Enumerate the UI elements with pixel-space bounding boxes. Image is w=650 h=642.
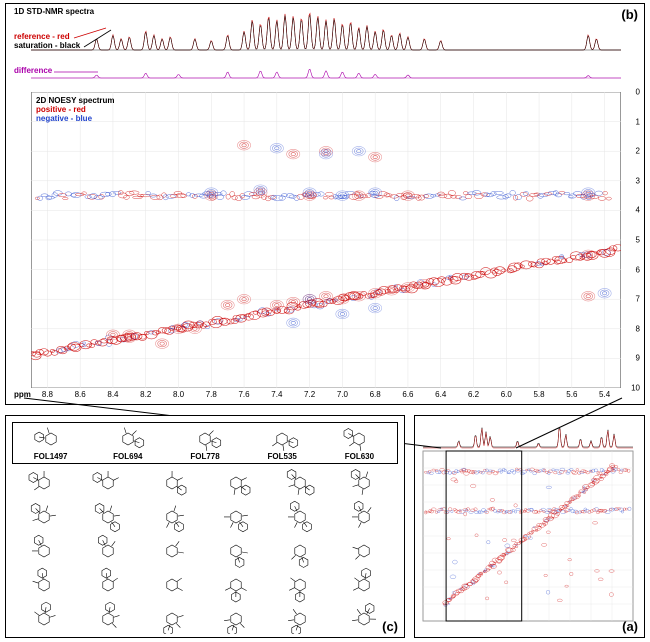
overview-spectrum [418,419,643,636]
panel-b-label: (b) [621,7,638,22]
unnamed-structures [12,466,398,634]
axis-label-ppm: ppm [14,390,31,399]
noesy-2d [31,92,621,388]
legend-pos: positive - red [36,105,86,114]
compound-label: FOL1497 [12,452,89,461]
compound-label: FOL630 [321,452,398,461]
compound-label: FOL694 [89,452,166,461]
panel-c: (c) FOL1497FOL694FOL778FOL535FOL630 [5,415,405,638]
compound-label: FOL778 [166,452,243,461]
compound-label: FOL535 [244,452,321,461]
legend-neg: negative - blue [36,114,92,123]
panel-b: (b) 1D STD-NMR spectra reference - red s… [5,3,645,405]
y-axis-ticks: 012345678910 [622,92,640,388]
title-2d: 2D NOESY spectrum [36,96,115,105]
x-axis-ticks: 8.88.68.48.28.07.87.67.47.27.06.86.66.46… [31,390,621,402]
fol-labels-row: FOL1497FOL694FOL778FOL535FOL630 [12,452,398,461]
legend-leaders [6,4,136,84]
panel-a: (a) [414,415,645,638]
